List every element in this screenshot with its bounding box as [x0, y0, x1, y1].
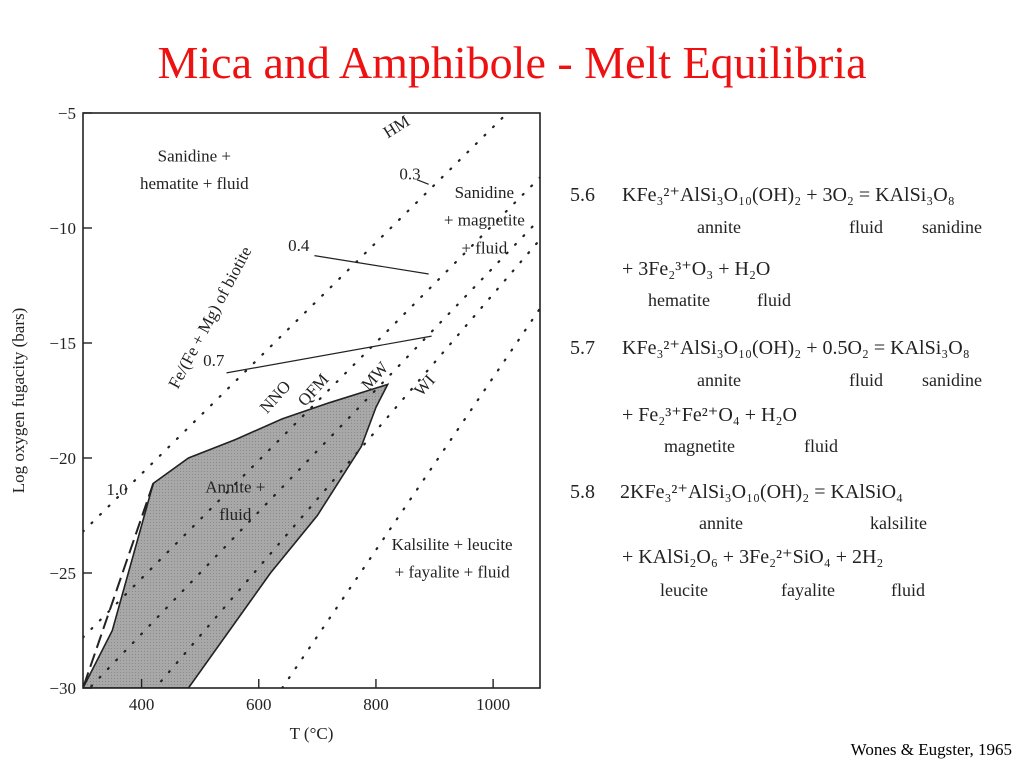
- buffer-curve-wi: [281, 307, 540, 688]
- reaction-number: 5.8: [570, 481, 595, 503]
- mineral-label: annite: [697, 217, 741, 237]
- mineral-label: fluid: [804, 436, 838, 456]
- reaction-equation: 2KFe₃²⁺AlSi₃O₁₀(OH)₂ = KAlSiO₄: [620, 481, 904, 503]
- contour-1-0: [83, 482, 155, 688]
- reaction-equation: KFe₃²⁺AlSi₃O₁₀(OH)₂ + 0.5O₂ = KAlSi₃O₈: [622, 337, 970, 359]
- mineral-label: sanidine: [922, 370, 982, 390]
- mineral-label: fluid: [891, 580, 925, 600]
- mineral-label: fluid: [757, 290, 791, 310]
- field-label: Sanidine +: [158, 146, 231, 165]
- contour-0-4: [314, 255, 429, 275]
- field-label: + fluid: [461, 238, 507, 257]
- y-tick-label: −15: [49, 334, 76, 353]
- x-tick-label: 800: [363, 695, 389, 714]
- mineral-label: magnetite: [664, 436, 735, 456]
- mineral-label: annite: [699, 513, 743, 533]
- reaction-equation: + 3Fe₂³⁺O₃ + H₂O: [622, 258, 771, 280]
- contour-label: 0.3: [399, 165, 420, 184]
- field-label: Kalsilite + leucite: [392, 535, 513, 554]
- mineral-label: kalsilite: [870, 513, 927, 533]
- buffer-label-hm: HM: [380, 111, 413, 142]
- x-axis-title: T (°C): [290, 724, 334, 743]
- reaction-number: 5.7: [570, 337, 595, 359]
- y-axis-title: Log oxygen fugacity (bars): [9, 308, 28, 494]
- buffer-curve-qfm: [88, 217, 540, 688]
- y-tick-label: −20: [49, 449, 76, 468]
- annite-field: [83, 383, 390, 688]
- buffer-label-nno: NNO: [256, 377, 295, 417]
- reaction-equation: + Fe₂³⁺Fe²⁺O₄ + H₂O: [622, 404, 797, 426]
- mineral-label: hematite: [648, 290, 710, 310]
- field-label: hematite + fluid: [140, 174, 249, 193]
- phase-diagram: −5 −10 −15 −20 −25 −30 400 600 800 1000 T (°C) Log …: [9, 104, 541, 743]
- x-tick-label: 400: [129, 695, 155, 714]
- mineral-label: fayalite: [781, 580, 835, 600]
- field-label: + fayalite + fluid: [395, 563, 510, 582]
- mineral-label: fluid: [849, 370, 883, 390]
- reaction-equations: 5.6 KFe₃²⁺AlSi₃O₁₀(OH)₂ + 3O₂ = KAlSi₃O₈…: [565, 170, 1005, 610]
- annite-field-label: fluid: [219, 505, 252, 524]
- buffer-label-mw: MW: [357, 357, 393, 394]
- reaction-number: 5.6: [570, 184, 595, 206]
- contour-label: 0.4: [288, 236, 310, 255]
- field-label: + magnetite: [444, 211, 525, 230]
- mineral-label: fluid: [849, 217, 883, 237]
- x-tick-label: 1000: [476, 695, 510, 714]
- mineral-label: sanidine: [922, 217, 982, 237]
- mineral-label: annite: [697, 370, 741, 390]
- x-tick-label: 600: [246, 695, 272, 714]
- contour-0-3: [416, 179, 429, 185]
- contour-label: 0.7: [203, 351, 225, 370]
- plot-frame: [82, 112, 541, 689]
- y-tick-label: −5: [58, 104, 76, 123]
- reaction-equation: + KAlSi₂O₆ + 3Fe₂²⁺SiO₄ + 2H₂: [622, 546, 884, 568]
- annite-field-label: Annite +: [205, 478, 265, 497]
- citation: Wones & Eugster, 1965: [850, 740, 1012, 759]
- y-tick-label: −30: [49, 679, 76, 698]
- field-label: Sanidine: [455, 183, 515, 202]
- buffer-curve-hm: [83, 113, 509, 533]
- contour-label: 1.0: [106, 480, 127, 499]
- mineral-label: leucite: [660, 580, 708, 600]
- buffer-curve-nno: [83, 176, 540, 639]
- y-tick-label: −10: [49, 219, 76, 238]
- slide-title: Mica and Amphibole - Melt Equilibria: [157, 37, 867, 88]
- buffer-label-wi: WI: [410, 371, 439, 400]
- y-tick-label: −25: [49, 564, 76, 583]
- contour-0-7: [226, 335, 432, 374]
- reaction-equation: KFe₃²⁺AlSi₃O₁₀(OH)₂ + 3O₂ = KAlSi₃O₈: [622, 184, 955, 206]
